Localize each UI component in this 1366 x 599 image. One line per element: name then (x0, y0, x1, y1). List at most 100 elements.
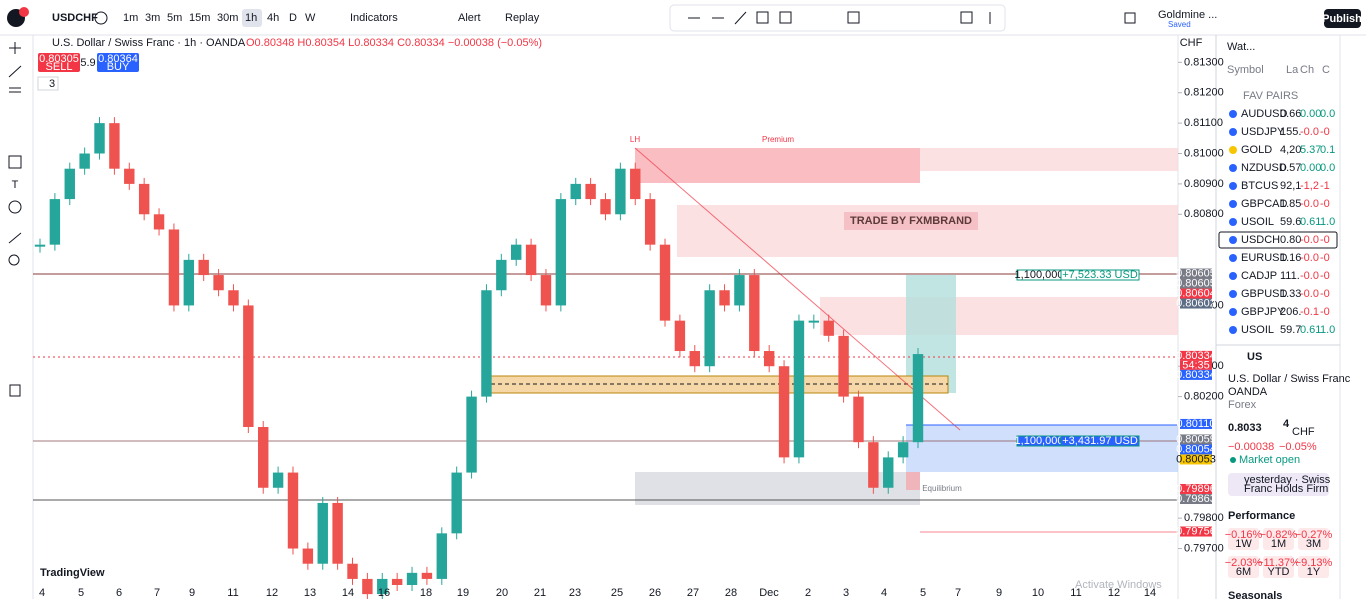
symbol[interactable]: GOLD (1241, 144, 1272, 156)
price-tag (1180, 483, 1212, 494)
text-tool[interactable]: T (12, 179, 19, 191)
symbol[interactable]: USOIL (1241, 324, 1274, 336)
count[interactable]: 3 (49, 78, 55, 90)
candle (34, 244, 46, 247)
checkbox[interactable] (1124, 12, 1136, 24)
symbol[interactable]: GBPUSD (1241, 288, 1288, 300)
perf-cell (1263, 528, 1294, 550)
position-qty[interactable]: 1,100,000 (1015, 269, 1064, 281)
interval[interactable]: 1h (245, 12, 257, 24)
interval[interactable]: 30m (217, 12, 238, 24)
candle (49, 199, 61, 245)
candle (704, 290, 715, 367)
interval[interactable]: 4h (267, 12, 279, 24)
candle (79, 153, 90, 169)
sell-button[interactable] (38, 53, 80, 72)
candle (883, 457, 894, 488)
x-tick-label: 6 (116, 587, 122, 599)
interval[interactable]: 3m (145, 12, 160, 24)
add-symbol[interactable] (94, 11, 108, 25)
interval[interactable]: W (305, 12, 316, 24)
y-tick-label: 0.80900 (1184, 178, 1224, 190)
x-tick-label: 7 (154, 587, 160, 599)
perf-period: 6M (1236, 566, 1251, 578)
change: -1,2 (1300, 180, 1319, 192)
symbol[interactable]: BTCUS (1241, 180, 1278, 192)
candle (391, 578, 403, 585)
x-tick-label: 23 (569, 587, 581, 599)
last: 0.66 (1280, 108, 1301, 120)
buy-button[interactable] (97, 53, 139, 72)
price-tag-label: 0.80602 (1176, 297, 1216, 309)
sell-price[interactable]: 0.80305 (39, 53, 79, 65)
symbol[interactable]: USDCH (1241, 234, 1280, 246)
x-tick-label: 9 (189, 587, 195, 599)
x-tick-label: 2 (805, 587, 811, 599)
candle (436, 533, 448, 579)
perf-cell (1228, 528, 1259, 550)
symbol-icon (1229, 272, 1237, 280)
candle (183, 259, 195, 306)
x-tick-label: 18 (420, 587, 432, 599)
change-pct: -0 (1320, 126, 1330, 138)
logo: TradingView (40, 567, 105, 579)
news-line[interactable]: yesterday · Swiss (1244, 474, 1331, 486)
position-pnl-bg (1060, 435, 1140, 447)
price-tag-label: 0.80059 (1176, 433, 1216, 445)
position-qty[interactable]: 1,100,000 (1015, 435, 1064, 447)
perf-period: 3M (1306, 538, 1321, 550)
details-price-tail: 4 (1283, 418, 1290, 430)
symbol[interactable]: USDCHF (52, 12, 98, 24)
news[interactable] (1228, 473, 1329, 496)
news-line[interactable]: Franc Holds Firm (1244, 483, 1328, 495)
buy-price[interactable]: 0.80364 (98, 53, 138, 65)
alert[interactable]: Alert (458, 12, 481, 24)
price-tag-label: 0.80334 (1176, 350, 1216, 362)
interval[interactable]: D (289, 12, 297, 24)
symbol[interactable]: GBPJPY (1241, 306, 1285, 318)
change-pct: 0.1 (1320, 144, 1335, 156)
symbol[interactable]: USDJPY (1241, 126, 1285, 138)
x-tick-label: 4 (881, 587, 887, 599)
perf-value: −9.13% (1295, 557, 1333, 569)
x-tick-label: 21 (534, 587, 546, 599)
candle (153, 214, 165, 230)
price-tag (1180, 434, 1212, 445)
spread: 5.9 (80, 57, 95, 69)
price-tag (1180, 494, 1212, 505)
layout-name[interactable]: Goldmine ... (1158, 9, 1217, 21)
symbol[interactable]: CADJP (1241, 270, 1277, 282)
change: 0.61 (1300, 216, 1321, 228)
interval[interactable]: 15m (189, 12, 210, 24)
symbol[interactable]: EURUSD (1241, 252, 1288, 264)
lh-label: LH (630, 135, 640, 144)
price-tag (1180, 278, 1212, 289)
replay[interactable]: Replay (505, 12, 540, 24)
watchlist-title[interactable]: Wat... (1227, 41, 1255, 53)
watermark-box (844, 212, 978, 230)
interval[interactable]: 1m (123, 12, 138, 24)
details-status: Market open (1239, 454, 1300, 466)
candle (555, 199, 567, 306)
price-tag (1180, 268, 1212, 279)
indicators[interactable]: Indicators (350, 12, 398, 24)
price-tag (1180, 444, 1212, 455)
candle (525, 244, 537, 276)
sell[interactable]: SELL (46, 61, 73, 73)
symbol[interactable]: USOIL (1241, 216, 1274, 228)
position-pnl[interactable]: +3,431.97 USD (1062, 435, 1138, 447)
symbol-icon (1229, 110, 1237, 118)
symbol[interactable]: NZDUSD (1241, 162, 1287, 174)
publish[interactable]: Publish (1322, 13, 1362, 25)
interval[interactable]: 5m (167, 12, 182, 24)
left-toolbar[interactable] (8, 42, 22, 397)
symbol[interactable]: GBPCAD (1241, 198, 1288, 210)
publish-button[interactable] (1324, 9, 1361, 28)
perf-value: −11.37% (1257, 557, 1300, 569)
currency[interactable]: CHF (1180, 37, 1203, 49)
symbol[interactable]: AUDUSD (1241, 108, 1288, 120)
position-pnl[interactable]: +7,523.33 USD (1062, 269, 1138, 281)
indicator-count[interactable] (37, 76, 59, 91)
buy[interactable]: BUY (107, 61, 130, 73)
last: 59.6 (1280, 216, 1301, 228)
